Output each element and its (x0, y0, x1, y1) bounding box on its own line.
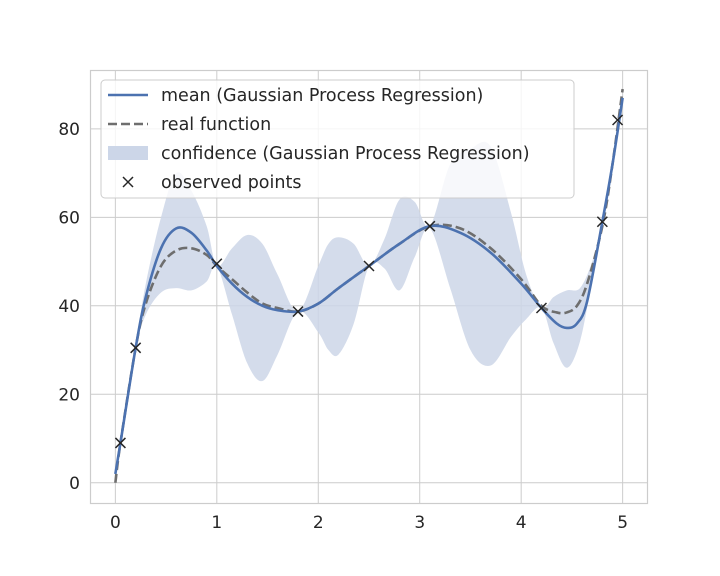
observed-point-stroke (363, 260, 375, 272)
y-tick-label: 40 (58, 297, 80, 317)
x-tick-label: 2 (313, 513, 324, 533)
observed-point-stroke (130, 342, 142, 354)
observed-point (424, 220, 436, 232)
mean-line (114, 97, 624, 475)
x-tick-label: 3 (414, 513, 425, 533)
legend: mean (Gaussian Process Regression) real … (100, 79, 575, 199)
observed-point (114, 437, 126, 449)
x-tick-label: 0 (110, 513, 121, 533)
y-tick-label: 0 (69, 474, 80, 494)
legend-label-confidence: confidence (Gaussian Process Regression) (161, 144, 530, 164)
observed-point (211, 258, 223, 270)
observed-point (596, 216, 608, 228)
observed-point (292, 306, 304, 318)
y-tick-label: 20 (58, 385, 80, 405)
observed-point-stroke (424, 220, 436, 232)
line-layer (114, 88, 624, 483)
y-tick-label: 60 (58, 208, 80, 228)
observed-point-stroke (535, 302, 548, 314)
observed-point-stroke (612, 114, 624, 126)
x-tick-label: 4 (516, 513, 527, 533)
observed-point-stroke (114, 437, 126, 449)
observed-point-stroke (211, 258, 223, 270)
x-tick-label: 5 (617, 513, 628, 533)
observed-points-layer (114, 114, 624, 449)
observed-point-stroke (596, 216, 608, 228)
legend-label-mean: mean (Gaussian Process Regression) (161, 86, 483, 106)
x-tick-label: 1 (211, 513, 222, 533)
axes-frame (89, 69, 649, 505)
y-tick-label: 80 (58, 120, 80, 140)
observed-point (363, 260, 375, 272)
legend-label-points: observed points (161, 173, 301, 193)
observed-point (612, 114, 624, 126)
legend-points-marker (122, 176, 134, 188)
legend-point-stroke (122, 176, 134, 188)
legend-confidence-swatch (108, 146, 148, 160)
legend-label-real: real function (161, 115, 271, 135)
tick-labels: 0 1 2 3 4 5 0 20 40 60 80 (58, 120, 628, 533)
observed-point (130, 342, 142, 354)
observed-point (535, 302, 548, 314)
legend-box (100, 79, 575, 199)
observed-point-stroke (292, 306, 304, 318)
